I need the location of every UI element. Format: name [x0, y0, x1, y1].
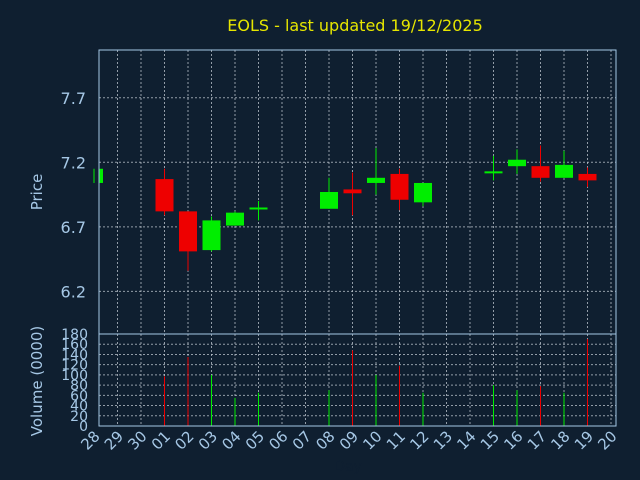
day-tick-label: 02 [171, 427, 197, 453]
candle-body [320, 192, 338, 209]
candle-10 [367, 148, 385, 195]
candle-04 [226, 211, 244, 226]
candle-09 [343, 172, 362, 216]
price-y-tick-label: 6.2 [61, 282, 86, 301]
volume-y-tick-label: 100 [61, 368, 88, 384]
candle-body [414, 182, 432, 203]
day-tick-label: 18 [547, 427, 573, 453]
candle-body [578, 173, 597, 181]
day-tick-labels: 2829300102030405060708091011121314151617… [77, 427, 620, 453]
day-tick-label: 14 [453, 427, 479, 453]
day-tick-label: 05 [242, 427, 268, 453]
candle-body [508, 159, 526, 167]
day-tick-label: 09 [336, 427, 362, 453]
day-tick-label: 20 [594, 427, 620, 453]
candle-body [202, 220, 221, 251]
candle-body [390, 173, 409, 200]
day-axis-label: Day [334, 459, 362, 475]
candle-body [367, 177, 385, 183]
day-tick-label: 07 [289, 427, 315, 453]
volume-y-tick-label: 40 [70, 399, 88, 415]
volume-y-tick-label: 140 [61, 347, 88, 363]
candle-body [226, 212, 244, 226]
day-tick-label: 11 [383, 427, 409, 453]
day-tick-label: 06 [265, 427, 291, 453]
candle-19 [578, 167, 597, 187]
candle-body [484, 171, 503, 174]
day-tick-label: 19 [571, 427, 597, 453]
candle-17 [531, 145, 550, 182]
candle-12 [414, 182, 432, 207]
candle-15 [484, 155, 503, 181]
price-candles [93, 145, 597, 271]
price-y-tick-labels: 6.2 6.7 7.2 7.7 [61, 89, 86, 302]
volume-y-tick-label: 0 [79, 419, 88, 435]
price-y-tick-label: 6.7 [61, 218, 86, 237]
volume-gridlines [99, 334, 616, 426]
day-tick-label: 17 [524, 427, 550, 453]
candle-body [99, 168, 103, 183]
volume-y-tick-label: 120 [61, 358, 88, 374]
volume-y-tick-label: 80 [70, 378, 88, 394]
price-axis-label: Price [28, 174, 46, 211]
candle-body [179, 211, 197, 252]
candle-body [343, 189, 362, 194]
volume-y-tick-label: 60 [70, 388, 88, 404]
candle-16 [508, 149, 526, 174]
candle-28 [93, 168, 103, 183]
volume-bars [164, 339, 588, 426]
volume-axis-label: Volume (0000) [28, 326, 46, 436]
candle-11 [390, 168, 409, 211]
candle-02 [179, 211, 197, 271]
candle-03 [202, 216, 221, 252]
day-tick-label: 04 [218, 427, 244, 453]
day-tick-label: 29 [101, 427, 127, 453]
candle-01 [155, 168, 174, 216]
candle-body [249, 207, 268, 210]
candle-05 [249, 201, 268, 221]
candle-body [555, 164, 573, 178]
candle-body [155, 179, 174, 212]
day-tick-label: 16 [500, 427, 526, 453]
price-gridlines [99, 50, 616, 334]
volume-plot-frame [98, 333, 617, 427]
volume-y-tick-label: 160 [61, 337, 88, 353]
day-tick-label: 13 [430, 427, 456, 453]
candle-18 [555, 150, 573, 178]
volume-y-tick-label: 20 [70, 409, 88, 425]
candle-08 [320, 177, 338, 209]
price-y-tick-label: 7.7 [61, 89, 86, 108]
chart-title: EOLS - last updated 19/12/2025 [227, 16, 483, 35]
day-tick-label: 12 [406, 427, 432, 453]
day-tick-label: 01 [148, 427, 174, 453]
day-tick-label: 03 [195, 427, 221, 453]
day-tick-label: 15 [477, 427, 503, 453]
price-y-tick-label: 7.2 [61, 153, 86, 172]
candle-body [531, 166, 550, 178]
day-tick-label: 08 [312, 427, 338, 453]
volume-y-tick-label: 180 [61, 327, 88, 343]
day-tick-label: 10 [359, 427, 385, 453]
day-tick-label: 30 [124, 427, 150, 453]
